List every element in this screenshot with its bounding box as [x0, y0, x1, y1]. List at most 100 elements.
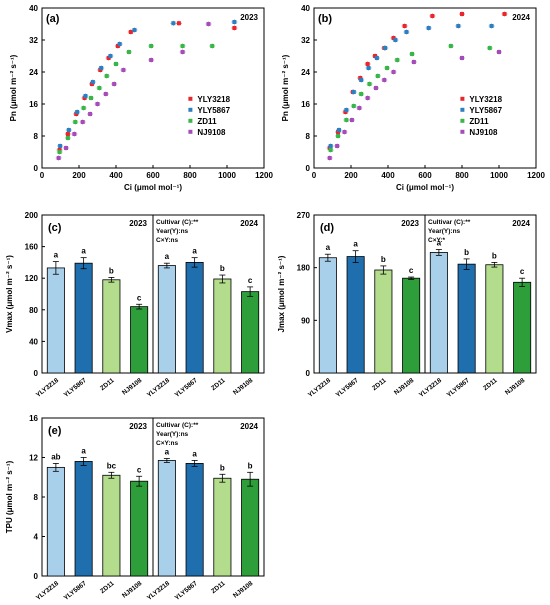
significance-letter: b [220, 463, 225, 472]
data-point-yly5867 [75, 110, 80, 114]
bar-zd11 [213, 477, 232, 577]
bar-zd11 [102, 474, 121, 577]
data-point-yly5867 [117, 42, 122, 46]
x-tick-label: YLY3218 [307, 377, 332, 399]
data-point-nj9108 [64, 146, 69, 150]
significance-letter: a [192, 449, 197, 458]
x-tick-label: 0 [40, 171, 45, 180]
bar-yly3218 [46, 466, 65, 577]
x-tick-label: YLY5867 [335, 377, 360, 399]
y-axis-label: Vmax (μmol m⁻² s⁻¹) [5, 255, 14, 333]
y-tick-label: 200 [25, 211, 39, 220]
year-label-2024: 2024 [512, 219, 530, 228]
data-point-yly5867 [404, 30, 409, 34]
data-point-yly5867 [393, 38, 398, 42]
data-point-yly5867 [489, 24, 494, 28]
data-point-nj9108 [103, 92, 108, 96]
data-point-yly5867 [99, 66, 104, 70]
data-point-yly3218 [430, 14, 435, 18]
legend-marker-yly5867 [460, 107, 465, 112]
significance-letter: c [520, 267, 525, 276]
data-point-yly5867 [108, 54, 113, 58]
legend-label: NJ9108 [197, 128, 226, 137]
y-tick-label: 0 [34, 164, 39, 173]
bar-yly5867 [74, 262, 93, 374]
data-point-zd11 [336, 134, 341, 138]
panel-e-bar-chart: 0 4 8 12 16 TPU (μmol m⁻² s⁻¹) (e) 2023 2024 Cult… [5, 414, 265, 602]
x-tick-label: YLY5867 [446, 377, 471, 399]
data-point-zd11 [351, 104, 356, 108]
data-point-zd11 [104, 74, 109, 78]
data-point-zd11 [367, 82, 372, 86]
legend-marker-zd11 [188, 118, 193, 123]
bar-yly5867 [457, 263, 476, 374]
stats-annotation: C×Y:ns [156, 440, 178, 447]
panel-b-scatter-chart: 0 200 400 600 800 1000 1200 0 8 16 24 32 40 Ci (μmol … [281, 4, 545, 192]
y-tick-label: 0 [34, 572, 39, 581]
bar-zd11 [213, 278, 232, 374]
x-tick-label: 1200 [255, 171, 273, 180]
x-tick-label: 800 [455, 171, 469, 180]
data-point-zd11 [395, 58, 400, 62]
significance-letter: a [165, 252, 170, 261]
data-point-yly3218 [365, 62, 370, 66]
x-tick-label: YLY3218 [146, 580, 171, 602]
data-point-nj9108 [411, 60, 416, 64]
data-point-yly3218 [128, 30, 133, 34]
y-axis-label: Pn (μmol m⁻² s⁻¹) [9, 54, 18, 121]
bar-yly5867 [346, 256, 365, 374]
plot-frame [41, 7, 265, 169]
x-tick-label: ZD11 [99, 580, 116, 595]
data-point-zd11 [487, 46, 492, 50]
data-point-nj9108 [88, 112, 93, 116]
x-tick-label: ZD11 [482, 377, 499, 392]
data-point-zd11 [114, 62, 118, 66]
x-tick-label: ZD11 [210, 377, 227, 392]
legend-marker-nj9108 [188, 129, 193, 134]
data-point-yly3218 [402, 24, 407, 28]
panel-tag: (c) [48, 222, 62, 234]
y-tick-label: 120 [25, 274, 39, 283]
significance-letter: c [137, 465, 142, 474]
data-point-zd11 [180, 44, 185, 48]
panel-a-scatter-chart: 0 200 400 600 800 1000 1200 0 8 16 24 32 40 Ci (μmol … [9, 4, 273, 192]
significance-letter: b [248, 461, 253, 470]
stats-annotation: Year(Y):ns [156, 228, 189, 235]
year-label-2024: 2024 [240, 219, 258, 228]
stats-annotation: Cultivar (C):** [428, 219, 471, 226]
data-point-zd11 [385, 66, 390, 70]
significance-letter: a [54, 251, 59, 260]
legend-marker-yly5867 [188, 107, 193, 112]
panel-tag: (b) [318, 13, 332, 25]
bar-zd11 [102, 279, 121, 374]
y-tick-label: 24 [301, 68, 310, 77]
data-point-nj9108 [357, 106, 362, 110]
data-point-zd11 [210, 44, 215, 48]
data-point-nj9108 [121, 68, 126, 72]
bar-zd11 [485, 264, 504, 374]
data-point-zd11 [126, 50, 131, 54]
y-tick-label: 0 [306, 369, 311, 378]
panel-tag: (e) [48, 425, 62, 437]
data-point-yly3218 [460, 12, 464, 16]
data-point-zd11 [149, 44, 154, 48]
x-tick-label: NJ9108 [121, 580, 144, 600]
y-tick-label: 16 [29, 414, 38, 423]
x-tick-label: NJ9108 [232, 377, 255, 397]
panel-c-bar-chart: 0 40 80 120 160 200 Vmax (μmol m⁻² s⁻¹) (c) 2023… [5, 211, 265, 399]
y-tick-label: 80 [29, 306, 38, 315]
data-point-yly5867 [456, 24, 461, 28]
y-tick-label: 40 [301, 4, 310, 13]
data-point-nj9108 [460, 56, 464, 60]
y-axis-label: Jmax (μmol m⁻² s⁻¹) [277, 255, 286, 332]
x-tick-label: YLY3218 [146, 377, 171, 399]
bar-yly5867 [185, 261, 204, 374]
legend-marker-yly3218 [460, 96, 465, 101]
x-tick-label: 200 [72, 171, 86, 180]
y-tick-label: 0 [34, 369, 39, 378]
data-point-yly5867 [58, 144, 63, 148]
data-point-yly5867 [351, 90, 356, 94]
x-tick-label: 800 [183, 171, 197, 180]
x-tick-label: 200 [344, 171, 358, 180]
